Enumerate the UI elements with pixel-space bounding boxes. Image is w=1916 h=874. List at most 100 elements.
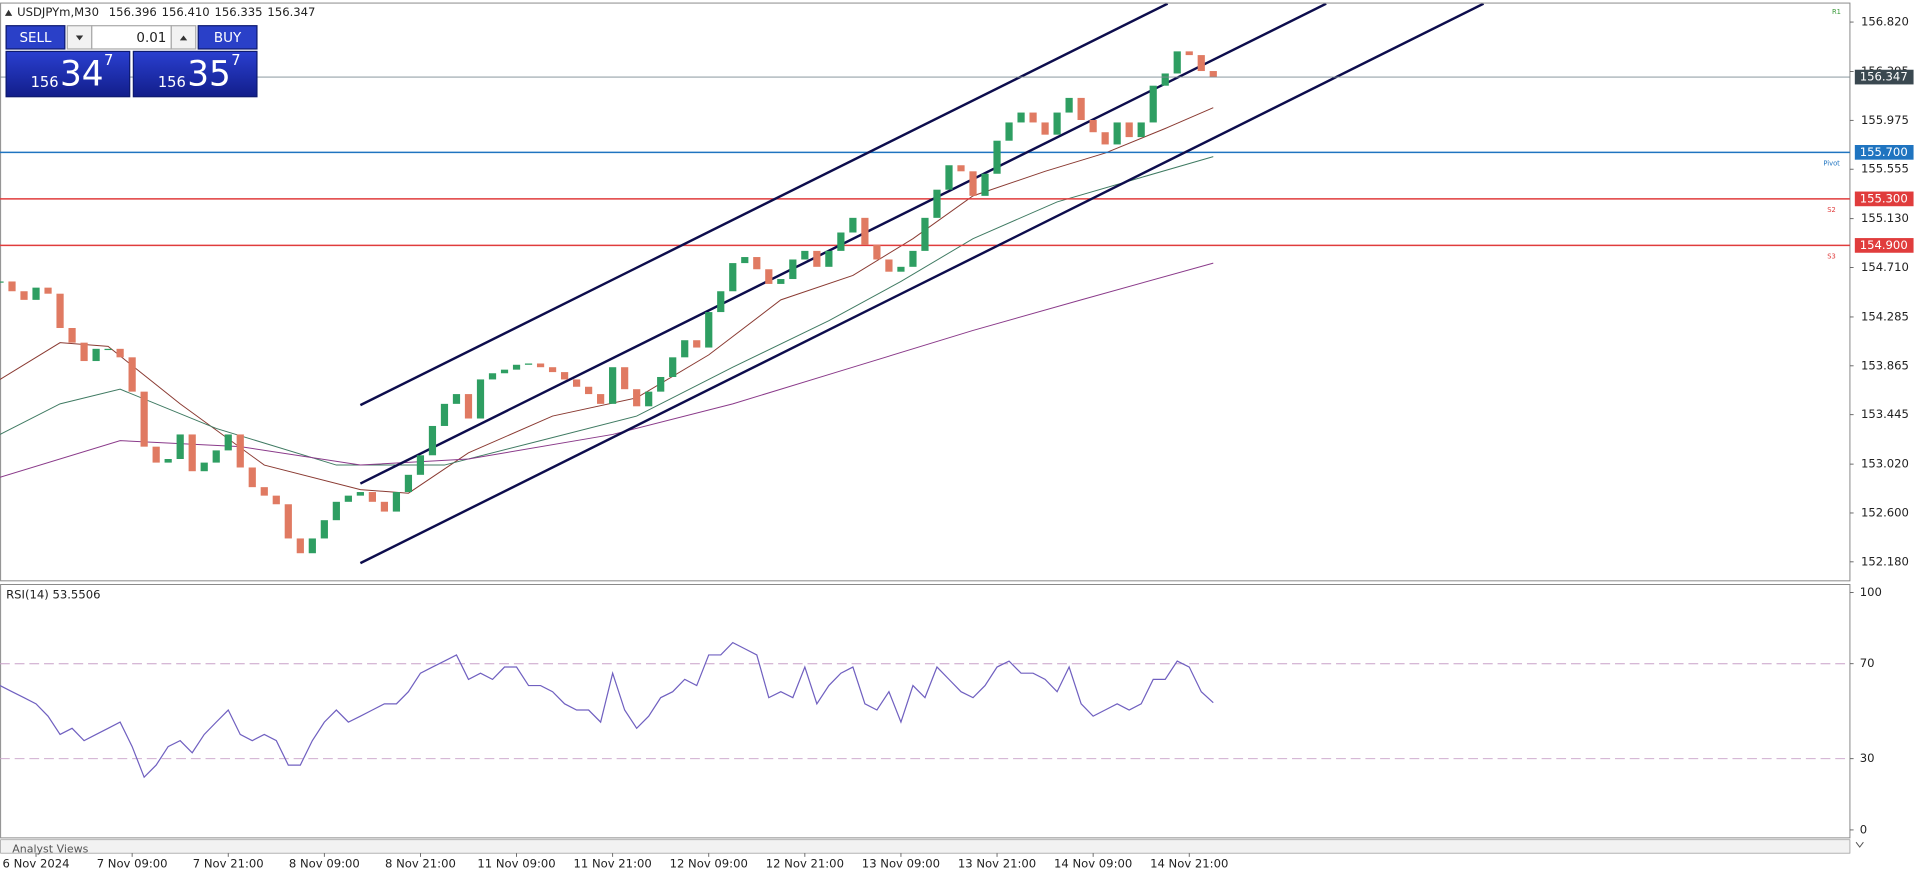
x-tick-label: 8 Nov 09:00 [289, 857, 360, 871]
candle [681, 340, 689, 358]
candle [200, 462, 208, 472]
candle [1041, 122, 1049, 135]
buy-button[interactable] [197, 25, 258, 50]
candle [885, 259, 893, 272]
indicator-line [0, 641, 1214, 779]
bid-big-figure: 156 [31, 74, 59, 91]
quote: 156.335 [215, 5, 263, 19]
candle [789, 259, 797, 280]
level-tag: Pivot [1823, 159, 1840, 167]
candle [332, 501, 340, 521]
candle [777, 279, 785, 284]
candle [116, 348, 124, 358]
candle [657, 376, 665, 392]
bid-box[interactable] [5, 50, 131, 98]
ask-pips: 35 [187, 54, 231, 94]
candle [1089, 120, 1097, 133]
x-tick-label: 6 Nov 2024 [3, 857, 70, 871]
y-tick-label: 155.555 [1861, 162, 1909, 176]
candle [1197, 55, 1205, 72]
price-plot [0, 3, 1850, 565]
x-tick-label: 8 Nov 21:00 [385, 857, 456, 871]
candle [284, 504, 292, 539]
candle [705, 312, 713, 348]
level-tag: S2 [1827, 206, 1836, 214]
y-tick-label: 152.600 [1861, 505, 1909, 519]
y-tick-label: 153.445 [1861, 407, 1909, 421]
level-tag: R1 [1832, 8, 1841, 16]
candle [92, 348, 100, 362]
moving-average [0, 262, 1214, 478]
candle [669, 357, 677, 377]
buy-label: BUY [214, 31, 242, 46]
last-price-box [1854, 69, 1914, 85]
candle [236, 434, 244, 468]
candle [909, 250, 917, 267]
candle [1101, 132, 1109, 145]
x-tick-label: 11 Nov 09:00 [477, 857, 555, 871]
candle [813, 250, 821, 267]
x-tick-label: 7 Nov 21:00 [193, 857, 264, 871]
x-tick-label: 12 Nov 09:00 [670, 857, 748, 871]
candle [981, 173, 989, 196]
candle [488, 373, 497, 380]
candle [621, 367, 629, 390]
price-panel-frame [0, 2, 1851, 582]
candle [152, 446, 160, 463]
candle [993, 140, 1001, 174]
candle [356, 492, 364, 496]
rsi-panel-frame [0, 584, 1851, 839]
trend-line [359, 3, 1485, 565]
quote: 156.347 [267, 5, 315, 19]
level-tag: S3 [1827, 252, 1836, 260]
candle [873, 244, 881, 260]
candle [1053, 112, 1061, 135]
candle [260, 487, 268, 496]
candle [56, 293, 64, 329]
candle [921, 217, 929, 251]
candle [1005, 122, 1013, 141]
candle [1161, 73, 1169, 86]
candle [1173, 51, 1181, 74]
candle [801, 250, 809, 260]
y-tick-label: 100 [1860, 585, 1882, 599]
last-price-label: 156.347 [1860, 70, 1908, 84]
candle [224, 434, 232, 451]
candle [548, 367, 557, 373]
candle [8, 281, 16, 292]
rsi-plot [0, 641, 1850, 779]
candle [428, 425, 437, 456]
y-tick-label: 155.975 [1861, 113, 1909, 127]
level-label: 155.700 [1860, 145, 1908, 159]
up-arrow [179, 35, 188, 41]
candle [765, 269, 773, 284]
candle [500, 369, 509, 374]
candle [380, 501, 389, 512]
y-tick-label: 70 [1860, 656, 1875, 670]
candle [1137, 122, 1145, 138]
candle [572, 379, 581, 387]
y-tick-label: 154.285 [1861, 309, 1909, 323]
candle [536, 363, 545, 368]
x-tick-label: 7 Nov 09:00 [97, 857, 168, 871]
candle [1065, 97, 1073, 113]
candle [1149, 85, 1157, 123]
candle [741, 257, 749, 264]
candle [188, 434, 196, 472]
candle [1125, 122, 1133, 138]
y-tick-label: 153.865 [1861, 358, 1909, 372]
candle [1029, 112, 1037, 123]
candle [717, 291, 725, 313]
tab-label: Analyst Views [12, 843, 88, 856]
scroll-arrow [1855, 841, 1864, 848]
ask-box[interactable] [132, 50, 258, 98]
collapse-icon [4, 9, 13, 16]
candle [452, 394, 461, 404]
moving-average [0, 156, 1214, 466]
quote: 156.410 [162, 5, 210, 19]
candle [825, 250, 833, 267]
y-tick-label: 156.820 [1861, 15, 1909, 29]
sell-button[interactable] [5, 25, 66, 50]
